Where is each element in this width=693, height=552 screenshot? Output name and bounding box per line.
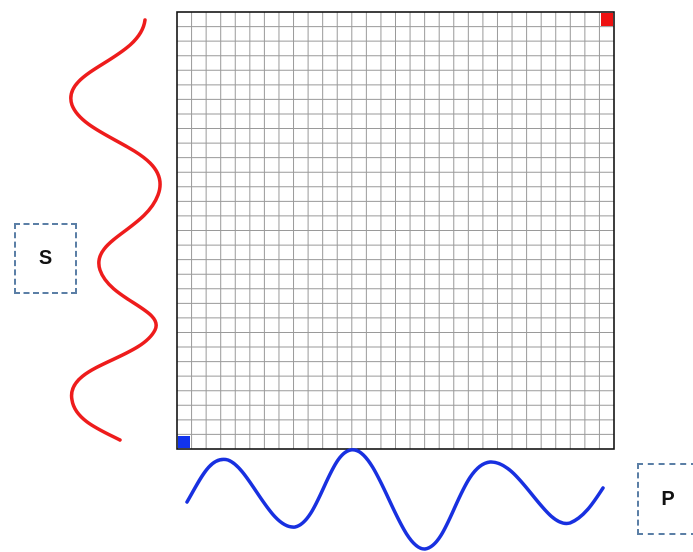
p-label: P [661,487,675,510]
p-label-box: P [637,463,693,535]
grid [177,12,614,449]
s-label: S [38,247,53,269]
s-wave [69,18,162,442]
s-label-box: S [14,223,77,294]
top-right-marker [601,13,613,26]
p-wave [185,448,605,551]
bottom-left-marker [178,436,190,448]
grid-border [176,11,615,450]
